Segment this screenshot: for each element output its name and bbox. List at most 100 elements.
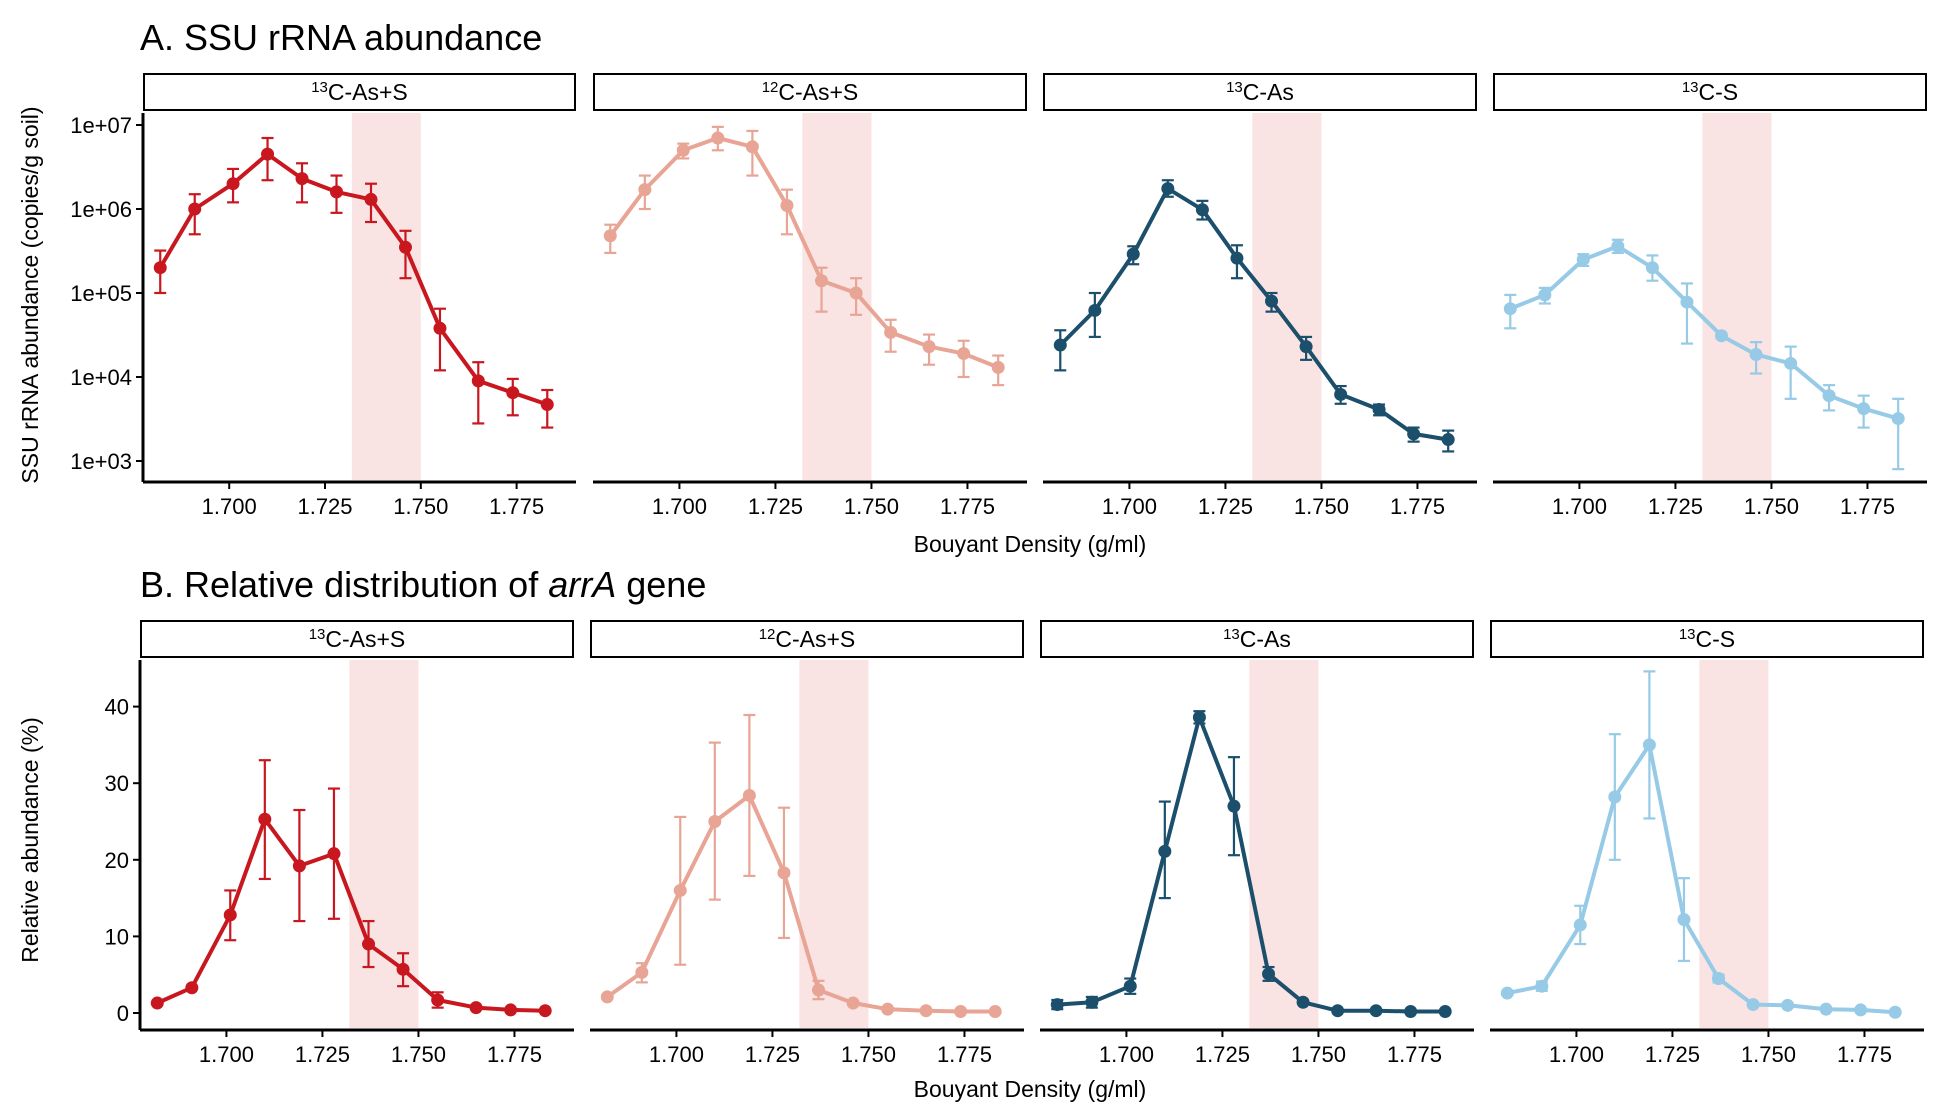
y-tick-label: 1e+07 [70, 113, 132, 138]
facet-strip-label: 13C-As [1226, 79, 1294, 105]
facet-strip-label-main: C-S [1699, 79, 1739, 105]
facet-strip [1490, 620, 1924, 658]
data-point [1369, 1004, 1383, 1018]
density-highlight-band [1699, 660, 1769, 1028]
panel-b-title-suffix: gene [626, 564, 706, 605]
data-point [884, 325, 898, 339]
data-point [1053, 338, 1067, 352]
data-point [1746, 998, 1760, 1012]
x-tick-label: 1.750 [1291, 1042, 1346, 1067]
data-point [1819, 1002, 1833, 1016]
data-point [1262, 967, 1276, 981]
data-point [635, 965, 649, 979]
facet-strip [590, 620, 1024, 658]
x-tick-label: 1.700 [199, 1042, 254, 1067]
facet-strip-label-main: C-As [1243, 79, 1294, 105]
data-point [1334, 387, 1348, 401]
data-point [1227, 799, 1241, 813]
panel-b-x-axis-title: Bouyant Density (g/ml) [914, 1076, 1147, 1102]
data-point [1573, 918, 1587, 932]
facet-strip-label: 13C-As+S [309, 626, 406, 652]
data-point [1854, 1003, 1868, 1017]
data-point [1538, 288, 1552, 302]
panel-a: A. SSU rRNA abundance SSU rRNA abundance… [17, 17, 1927, 557]
density-highlight-band [1702, 113, 1772, 480]
data-point [1749, 348, 1763, 362]
y-tick-label: 40 [105, 695, 129, 720]
data-point [504, 1003, 518, 1017]
data-point [1503, 302, 1517, 316]
x-tick-label: 1.725 [745, 1042, 800, 1067]
data-point [1438, 1004, 1452, 1018]
panel-b-title-italic: arrA [548, 564, 616, 605]
data-point [1576, 253, 1590, 267]
data-point [330, 185, 344, 199]
facet-strip-label-main: C-S [1696, 626, 1736, 652]
facet-panelB-3: 13C-S 1.700 1.725 1.750 1.775 [1490, 620, 1924, 1067]
data-point [506, 386, 520, 400]
data-point [398, 240, 412, 254]
error-bar [433, 307, 446, 372]
facet-strip-label-superscript: 13 [311, 79, 328, 96]
density-highlight-band [799, 660, 869, 1028]
data-point [676, 143, 690, 157]
facet-panelA-3: 13C-S 1.700 1.725 1.750 1.775 [1493, 73, 1927, 519]
facet-strip-label: 13C-As [1223, 626, 1291, 652]
data-point [469, 1001, 483, 1015]
data-point [362, 937, 376, 951]
x-tick-label: 1.775 [489, 494, 544, 519]
data-point [1407, 427, 1421, 441]
data-point [991, 360, 1005, 374]
data-point [922, 340, 936, 354]
panel-a-x-axis-title: Bouyant Density (g/ml) [914, 531, 1147, 557]
density-highlight-band [1249, 660, 1319, 1028]
x-tick-label: 1.750 [1744, 494, 1799, 519]
data-point [777, 866, 791, 880]
data-point [881, 1002, 895, 1016]
facet-panelB-2: 13C-As 1.700 1.725 1.750 1.775 [1040, 620, 1474, 1067]
data-point [1158, 844, 1172, 858]
panel-b-title-prefix: B. Relative distribution of [140, 564, 539, 605]
facet-strip [1043, 73, 1477, 111]
y-tick-label: 10 [105, 924, 129, 949]
x-tick-label: 1.700 [202, 494, 257, 519]
facet-strip-label: 13C-S [1682, 79, 1738, 105]
data-point [742, 788, 756, 802]
data-point [1677, 913, 1691, 927]
data-point [1642, 738, 1656, 752]
data-point [1404, 1004, 1418, 1018]
data-point [1331, 1004, 1345, 1018]
data-point [150, 996, 164, 1010]
x-tick-label: 1.775 [940, 494, 995, 519]
data-point [1611, 239, 1625, 253]
data-point [1822, 389, 1836, 403]
data-point [1296, 995, 1310, 1009]
data-point [1891, 412, 1905, 426]
density-highlight-band [1252, 113, 1322, 480]
facet-strip [1040, 620, 1474, 658]
panel-b-y-axis-title: Relative abundance (%) [17, 717, 43, 962]
facet-strip-label-superscript: 12 [762, 79, 779, 96]
error-bar [472, 361, 485, 425]
data-point [603, 229, 617, 243]
x-tick-label: 1.750 [393, 494, 448, 519]
facet-strip-label: 13C-S [1679, 626, 1735, 652]
data-point [1715, 329, 1729, 343]
x-tick-label: 1.750 [391, 1042, 446, 1067]
data-point [364, 192, 378, 206]
x-tick-label: 1.775 [1837, 1042, 1892, 1067]
x-tick-label: 1.700 [1099, 1042, 1154, 1067]
facet-strip [593, 73, 1027, 111]
x-tick-label: 1.775 [1387, 1042, 1442, 1067]
x-tick-label: 1.700 [1549, 1042, 1604, 1067]
data-point [988, 1004, 1002, 1018]
facet-panelB-1: 12C-As+S 1.700 1.725 1.750 1.775 [590, 620, 1024, 1067]
data-point [1299, 340, 1313, 354]
data-point [1680, 295, 1694, 309]
x-tick-label: 1.725 [1645, 1042, 1700, 1067]
data-point [1500, 986, 1514, 1000]
facet-strip-label-main: C-As+S [325, 626, 405, 652]
y-tick-label: 1e+03 [70, 449, 132, 474]
data-point [295, 172, 309, 186]
facet-panelA-2: 13C-As 1.700 1.725 1.750 1.775 [1043, 73, 1477, 519]
